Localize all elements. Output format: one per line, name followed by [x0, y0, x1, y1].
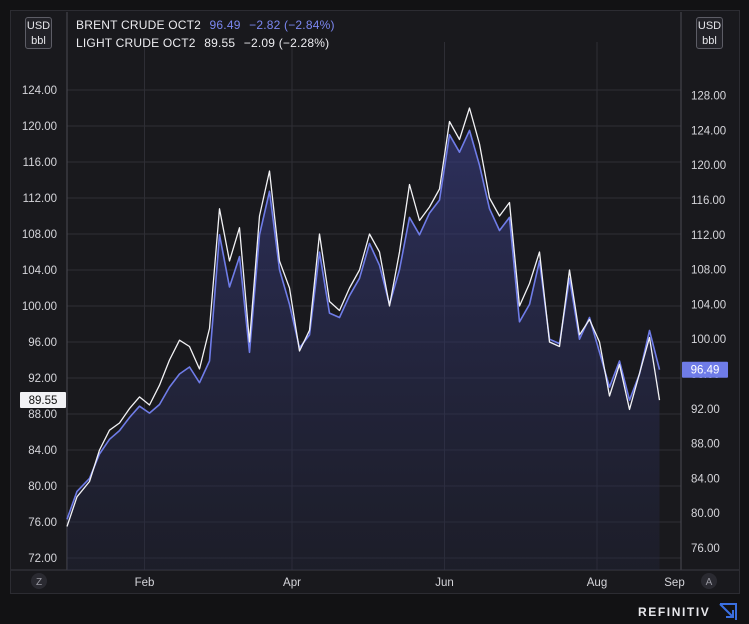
legend-brent-name: BRENT CRUDE OCT2 — [76, 18, 201, 32]
left-tick-label: 116.00 — [23, 157, 57, 169]
legend-light[interactable]: LIGHT CRUDE OCT2 89.55 −2.09 (−2.28%) — [76, 34, 335, 52]
brent-area-fill — [67, 130, 660, 570]
right-tick-label: 100.00 — [691, 334, 726, 346]
legend: BRENT CRUDE OCT2 96.49 −2.82 (−2.84%) LI… — [76, 16, 335, 52]
right-price-tag: 96.49 — [691, 365, 720, 377]
right-tick-label: 80.00 — [691, 508, 720, 520]
right-tick-label: 84.00 — [691, 473, 720, 485]
right-price-tag-bg — [682, 361, 728, 378]
right-tick-label: 108.00 — [691, 265, 726, 277]
right-tick-label: 92.00 — [691, 404, 720, 416]
right-tick-label: 120.00 — [691, 160, 726, 172]
right-tick-label: 124.00 — [691, 125, 726, 137]
right-tick-label: 128.00 — [691, 91, 726, 103]
left-tick-label: 72.00 — [28, 553, 57, 565]
x-tick-label: Apr — [283, 577, 301, 589]
left-tick-label: 76.00 — [28, 517, 57, 529]
left-tick-label: 104.00 — [22, 265, 57, 277]
legend-brent[interactable]: BRENT CRUDE OCT2 96.49 −2.82 (−2.84%) — [76, 16, 335, 34]
left-tick-label: 100.00 — [22, 301, 57, 313]
left-tick-label: 124.00 — [22, 85, 57, 97]
left-price-tag-bg — [20, 392, 66, 409]
x-tick-label: Feb — [135, 577, 155, 589]
right-tick-label: 88.00 — [691, 439, 720, 451]
left-tick-label: 108.00 — [22, 229, 57, 241]
right-tick-label: 76.00 — [691, 543, 720, 555]
legend-light-name: LIGHT CRUDE OCT2 — [76, 36, 196, 50]
legend-brent-last: 96.49 — [209, 18, 241, 32]
left-tick-label: 92.00 — [28, 373, 57, 385]
legend-brent-change: −2.82 (−2.84%) — [249, 18, 335, 32]
left-axis-button-label: Z — [36, 577, 42, 588]
x-tick-label: Jun — [435, 577, 454, 589]
left-tick-label: 80.00 — [28, 481, 57, 493]
left-tick-label: 96.00 — [28, 337, 57, 349]
refinitiv-logo: REFINITIV — [638, 605, 711, 619]
light-series-line[interactable] — [66, 107, 661, 527]
right-tick-label: 112.00 — [691, 230, 725, 242]
right-axis-button-label: A — [706, 577, 713, 588]
left-unit-measure: bbl — [31, 35, 46, 47]
x-tick-label: Sep — [664, 577, 684, 589]
left-unit-currency: USD — [26, 20, 51, 32]
left-tick-label: 112.00 — [23, 193, 57, 205]
left-tick-label: 120.00 — [22, 121, 57, 133]
right-axis-button[interactable] — [701, 573, 717, 589]
refinitiv-arrow-icon — [719, 603, 737, 620]
x-tick-label: Aug — [587, 577, 607, 589]
right-tick-label: 104.00 — [691, 299, 726, 311]
left-price-tag: 89.55 — [29, 395, 58, 407]
right-unit-label: USD bbl — [696, 17, 723, 49]
right-unit-measure: bbl — [702, 35, 717, 47]
right-unit-currency: USD — [697, 20, 722, 32]
left-tick-label: 88.00 — [28, 409, 57, 421]
right-tick-label: 116.00 — [691, 195, 725, 207]
left-unit-label: USD bbl — [25, 17, 52, 49]
legend-light-last: 89.55 — [204, 36, 236, 50]
legend-light-change: −2.09 (−2.28%) — [243, 36, 330, 50]
left-tick-label: 84.00 — [28, 445, 57, 457]
left-axis-button[interactable] — [31, 573, 47, 589]
